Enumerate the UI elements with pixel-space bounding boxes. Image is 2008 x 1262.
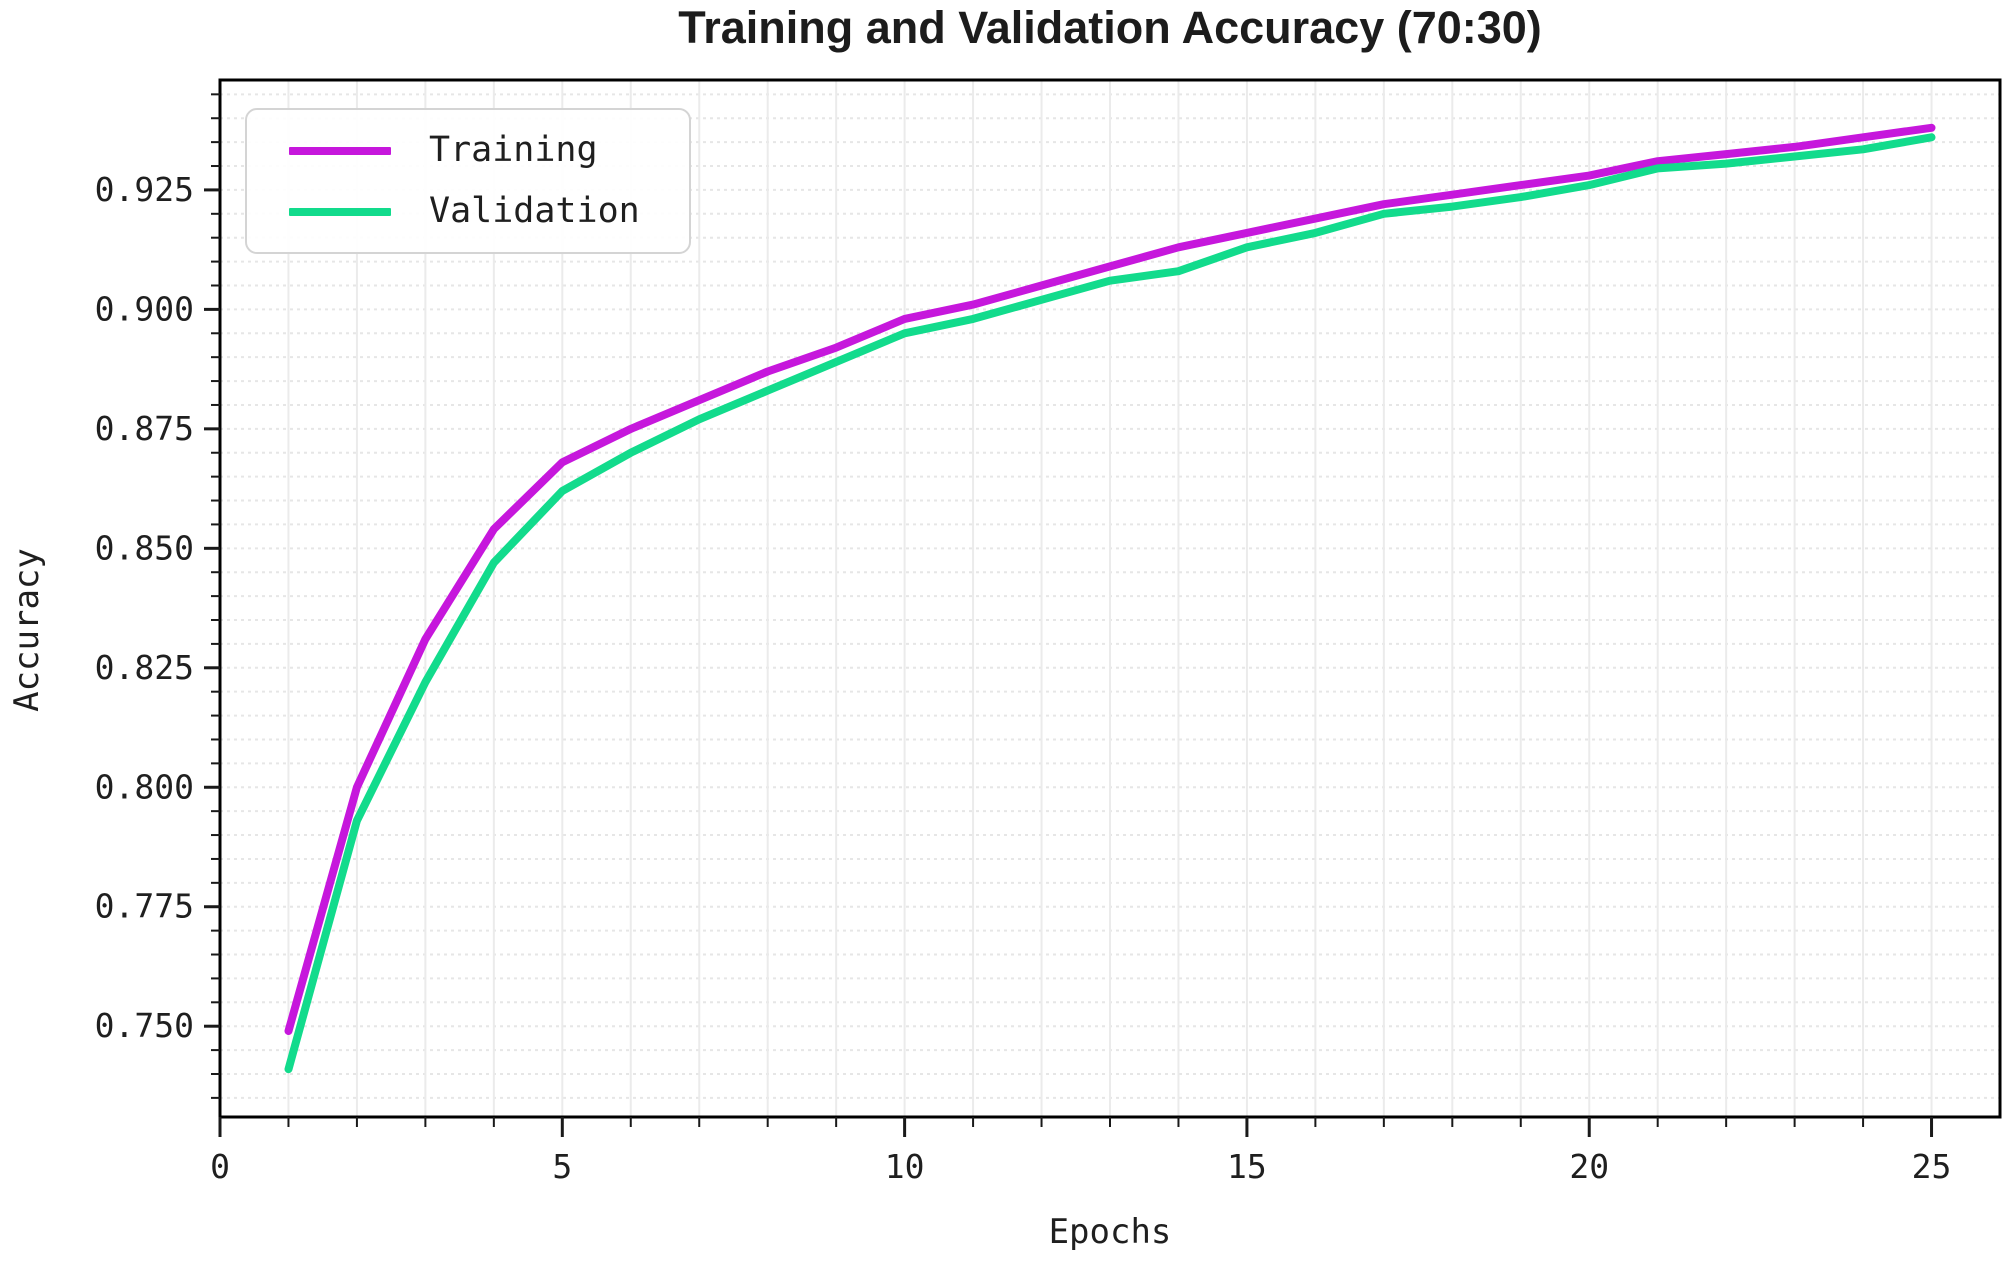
x-axis-label: Epochs [1048,1212,1172,1252]
chart-title: Training and Validation Accuracy (70:30) [678,2,1542,53]
validation-line-swatch [289,207,391,216]
training-line [284,123,1936,1035]
y-tick-label: 0.800 [95,767,194,806]
legend-item-training: Training [247,133,689,168]
training-line-swatch [289,146,391,155]
legend-item-validation: Validation [247,194,689,229]
y-tick-label: 0.900 [95,289,194,328]
x-tick-label: 25 [1912,1147,1952,1186]
y-tick-label: 0.775 [95,887,194,926]
legend: Training Validation [245,108,691,254]
y-axis-label: Accuracy [7,548,47,712]
x-tick-label: 10 [885,1147,925,1186]
x-tick-label: 5 [552,1147,572,1186]
x-tick-label: 15 [1227,1147,1267,1186]
x-tick-label: 20 [1569,1147,1609,1186]
y-tick-label: 0.750 [95,1006,194,1045]
y-tick-label: 0.925 [95,170,194,209]
legend-label-validation: Validation [429,191,640,231]
y-tick-label: 0.825 [95,648,194,687]
y-tick-label: 0.875 [95,409,194,448]
y-tick-label: 0.850 [95,528,194,567]
validation-line [284,133,1936,1074]
x-tick-label: 0 [210,1147,230,1186]
legend-label-training: Training [429,130,598,170]
